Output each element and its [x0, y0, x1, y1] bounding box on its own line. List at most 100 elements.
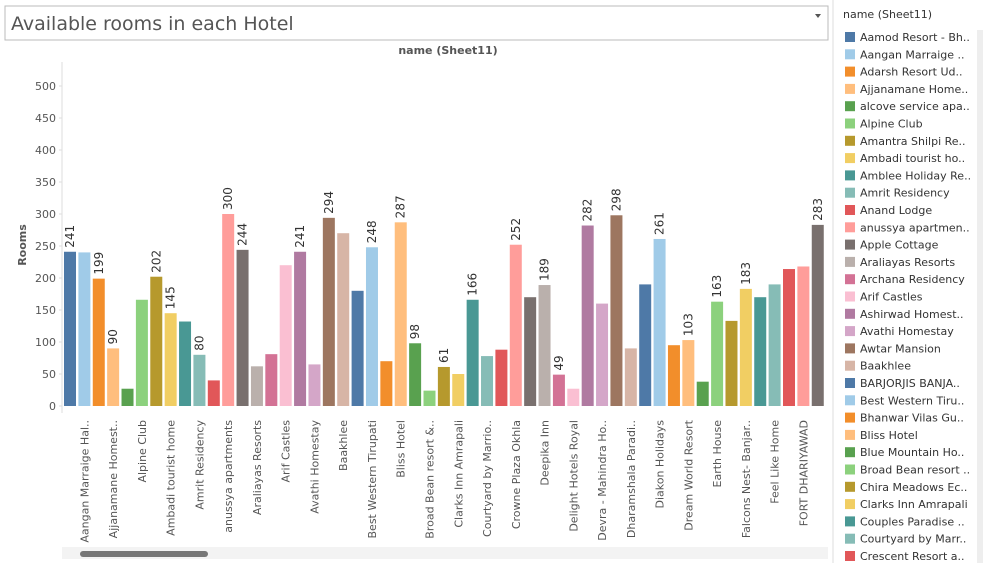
bar [624, 348, 637, 406]
data-label: 145 [164, 286, 178, 309]
data-label: 287 [394, 195, 408, 218]
dropdown-arrow[interactable] [815, 14, 821, 18]
x-tick-label: Bliss Hotel [395, 420, 408, 478]
legend-swatch [845, 32, 855, 42]
legend-swatch [845, 274, 855, 285]
bar [193, 354, 206, 406]
data-label: 166 [466, 273, 480, 296]
y-tick-label: 250 [35, 240, 56, 253]
bar [351, 290, 364, 406]
legend-entry: Araliayas Resorts [860, 256, 955, 269]
x-tick-label: Falcons Nest- Banjar.. [740, 420, 753, 538]
x-tick-label: Araliayas Resorts [251, 420, 264, 515]
bar [696, 381, 709, 406]
legend-entry: Bhanwar Vilas Gu.. [860, 412, 964, 425]
data-label: 199 [92, 252, 106, 275]
x-tick-label: anussya apartments [222, 420, 235, 533]
x-tick-label: Ambadi tourist home [165, 420, 178, 536]
legend-swatch [845, 291, 855, 302]
y-tick-label: 350 [35, 176, 56, 189]
bar [380, 361, 393, 406]
y-tick-label: 450 [35, 112, 56, 125]
legend-entry: Awtar Mansion [860, 342, 941, 355]
bar [64, 251, 76, 406]
legend-entry: Arif Castles [860, 291, 923, 304]
data-label: 202 [149, 250, 163, 273]
bar [552, 374, 565, 406]
legend-entry: Couples Paradise .. [860, 515, 965, 528]
legend-swatch [845, 187, 855, 198]
legend-swatch [845, 170, 855, 181]
legend-swatch [845, 326, 855, 337]
bar [409, 343, 422, 406]
bar [279, 265, 292, 406]
bar [481, 356, 494, 406]
y-tick-label: 200 [35, 272, 56, 285]
bar [466, 299, 479, 406]
legend-swatch [845, 49, 855, 60]
y-tick-label: 500 [35, 80, 56, 93]
bar [78, 252, 91, 406]
bar [754, 297, 767, 406]
scrollbar-track[interactable] [62, 547, 828, 559]
legend-swatch [845, 551, 855, 561]
legend-swatch [845, 360, 855, 371]
legend-entry: Chira Meadows Ec.. [860, 481, 967, 494]
bar [164, 313, 177, 406]
data-label: 241 [293, 225, 307, 248]
x-tick-label: Crowne Plaza Okhla [510, 420, 523, 529]
legend-entry: Ambadi tourist ho.. [860, 152, 965, 165]
legend-swatch [845, 153, 855, 164]
x-tick-label: Alpine Club [136, 420, 149, 483]
y-tick-label: 150 [35, 304, 56, 317]
bar [121, 388, 134, 406]
legend-swatch [845, 239, 855, 250]
x-tick-label: Diakon Holidays [654, 420, 667, 509]
data-label: 98 [408, 324, 422, 339]
legend-entry: Baakhlee [860, 360, 911, 373]
data-label: 261 [653, 212, 667, 235]
data-label: 189 [538, 258, 552, 281]
x-tick-label: Arif Castles [280, 420, 293, 483]
x-tick-label: Earth House [711, 420, 724, 488]
bar [423, 390, 436, 406]
legend-entry: Best Western Tiru.. [860, 394, 964, 407]
legend-swatch [845, 429, 855, 440]
x-tick-label: Baakhlee [337, 420, 350, 471]
data-label: 282 [581, 199, 595, 222]
bar [437, 366, 450, 406]
legend-swatch [845, 481, 855, 492]
legend-entry: Clarks Inn Amrapali [860, 498, 968, 511]
legend-entry: alcove service apa.. [860, 100, 970, 113]
y-axis-title: Rooms [16, 224, 29, 266]
bar [739, 288, 752, 406]
bar [394, 222, 407, 406]
legend-entry: Ashirwad Homest.. [860, 308, 964, 321]
legend-entry: Amblee Holiday Re.. [860, 169, 971, 182]
bar [179, 321, 192, 406]
legend-swatch [845, 447, 855, 458]
legend-panel [834, 0, 983, 563]
x-tick-label: Broad Bean resort &.. [424, 420, 437, 539]
bar [509, 244, 522, 406]
legend-swatch [845, 222, 855, 233]
bar [596, 303, 609, 406]
legend-entry: Ajjanamane Home.. [860, 83, 968, 96]
legend-swatch [845, 533, 855, 544]
legend-entry: anussya apartmen.. [860, 221, 970, 234]
bar [682, 340, 695, 406]
title-box [4, 5, 829, 41]
bar [294, 251, 307, 406]
x-tick-label: Deepika Inn [539, 420, 552, 486]
bar [711, 301, 724, 406]
bar [337, 233, 350, 406]
legend-entry: Adarsh Resort Ud.. [860, 66, 963, 79]
legend-scrollbar[interactable] [977, 30, 983, 563]
scrollbar-thumb[interactable] [80, 551, 208, 557]
legend-entry: Apple Cottage [860, 239, 939, 252]
legend-swatch [845, 205, 855, 215]
bar [236, 249, 249, 406]
bar [495, 349, 508, 406]
legend-entry: Aamod Resort - Bh.. [860, 31, 970, 44]
legend-swatch [845, 378, 855, 388]
